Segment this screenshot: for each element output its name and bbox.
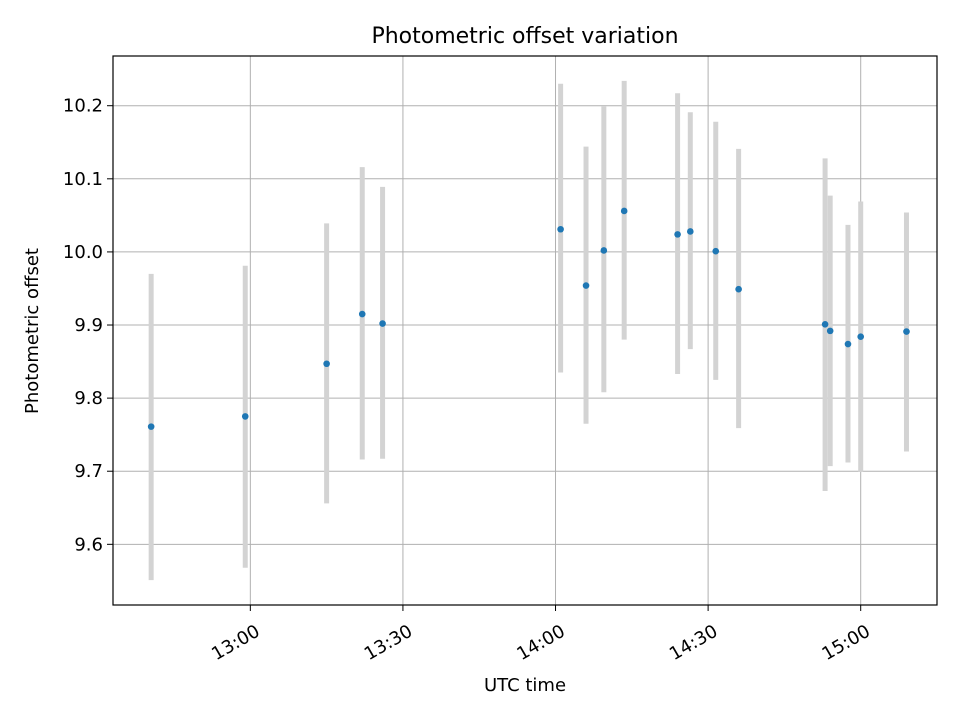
y-tick-label: 9.8 <box>74 388 103 409</box>
y-axis-label: Photometric offset <box>22 248 43 414</box>
data-point <box>857 333 865 341</box>
data-point <box>712 247 720 255</box>
data-point <box>735 285 742 293</box>
data-point <box>821 320 829 328</box>
y-tick-label: 9.7 <box>74 461 103 482</box>
data-points <box>147 207 910 430</box>
data-point <box>826 327 834 335</box>
data-point <box>674 231 681 238</box>
plot-area-frame <box>112 55 938 606</box>
data-point <box>582 282 590 289</box>
y-axis-ticks: 9.6 9.7 9.8 9.9 10.0 10.1 10.2 <box>63 96 113 555</box>
data-point <box>323 360 330 368</box>
y-tick-label: 9.9 <box>74 315 103 336</box>
y-tick-label: 10.2 <box>63 96 103 117</box>
data-point <box>620 207 628 215</box>
data-point <box>844 340 852 348</box>
y-tick-label: 10.0 <box>63 242 103 263</box>
chart-title: Photometric offset variation <box>371 24 678 49</box>
data-point <box>600 247 608 254</box>
data-point <box>241 413 249 420</box>
data-point <box>358 310 366 318</box>
data-point <box>903 328 910 335</box>
data-point <box>379 320 386 327</box>
data-point <box>687 228 694 235</box>
y-tick-label: 10.1 <box>63 169 103 190</box>
y-tick-label: 9.6 <box>74 534 103 555</box>
x-axis-label: UTC time <box>484 675 566 696</box>
data-point <box>147 423 155 430</box>
data-point <box>557 225 564 233</box>
